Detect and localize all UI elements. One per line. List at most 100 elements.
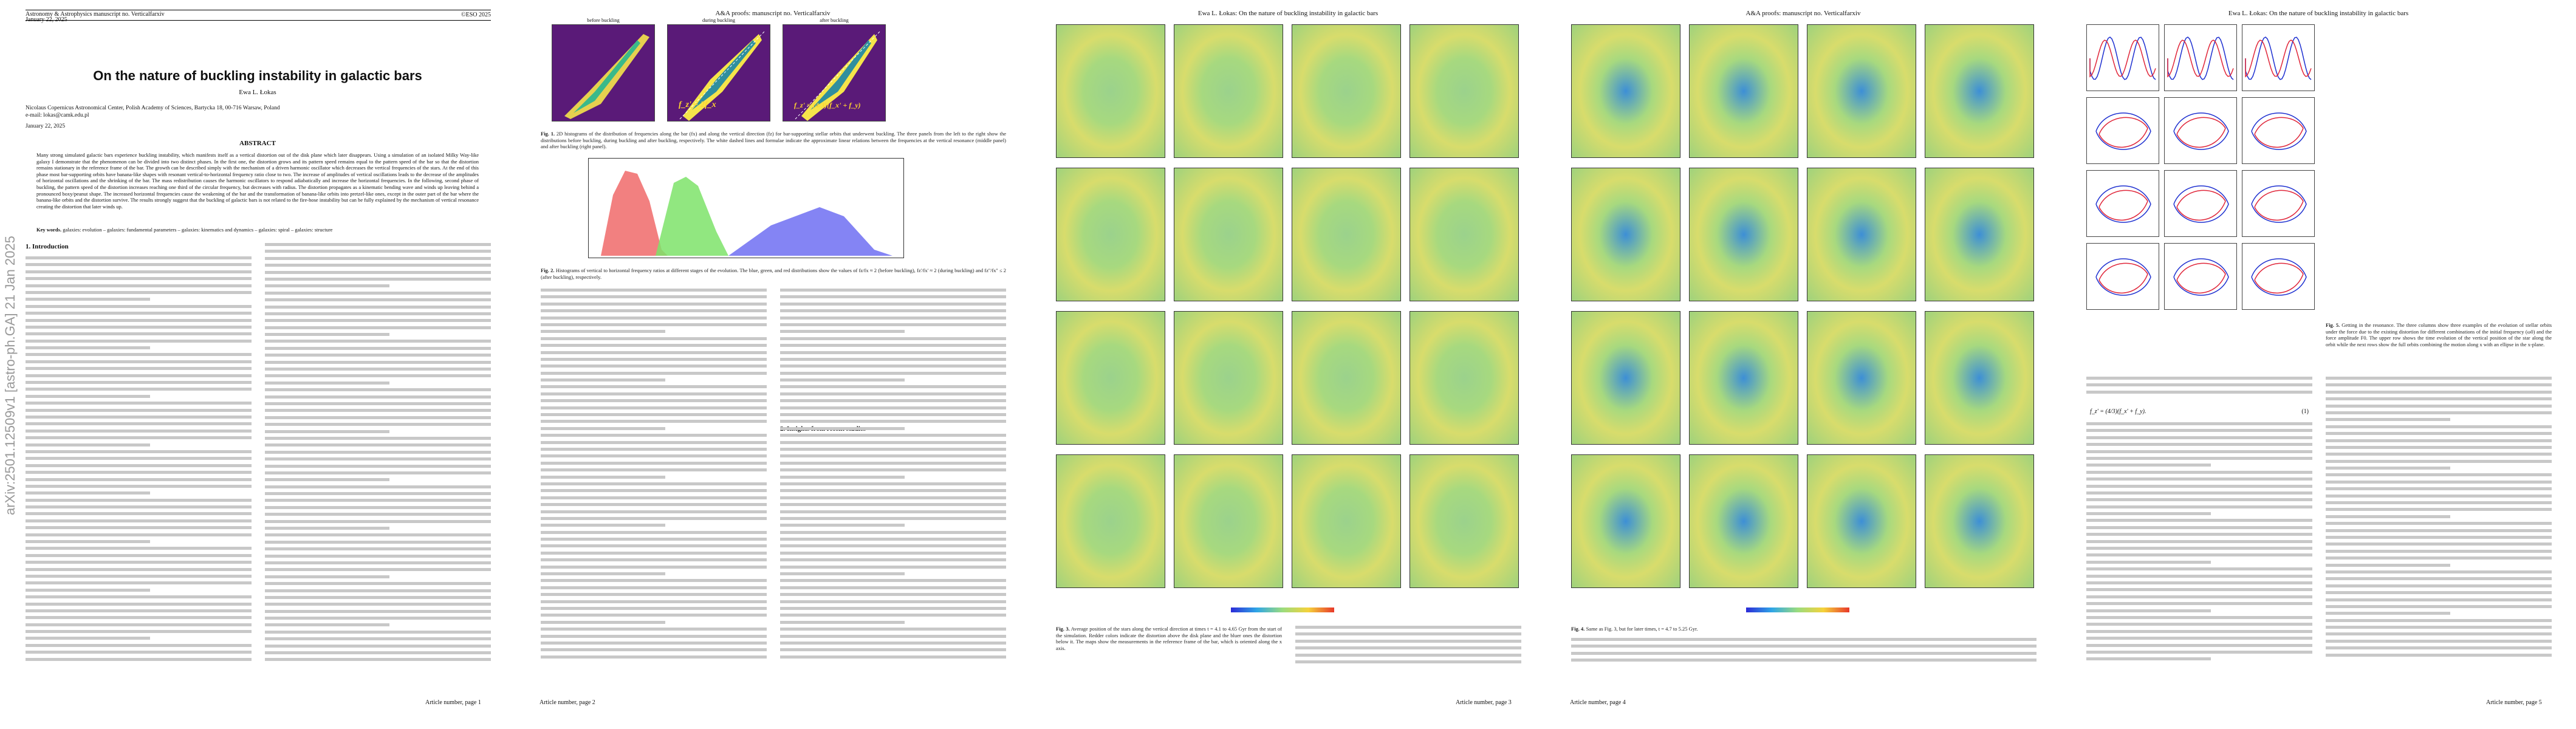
text-line <box>2086 623 2312 626</box>
text-line <box>26 609 252 612</box>
text-line <box>780 544 1006 548</box>
text-line <box>265 264 491 267</box>
text-line <box>2326 653 2552 657</box>
text-line <box>2086 629 2312 633</box>
text-line <box>265 561 491 564</box>
text-line <box>780 406 1006 409</box>
text-line <box>1571 651 2036 655</box>
text-line <box>1295 653 1521 657</box>
distortion-map <box>1925 24 2034 158</box>
equation-1: f_z' = (4/3)(f_x' + f_y). (1) <box>2090 408 2309 415</box>
after-formula: f_z' = (4/3)(f_x' + f_y) <box>794 101 861 109</box>
text-line <box>2086 581 2312 584</box>
distortion-map <box>1410 168 1519 301</box>
orbit-curve <box>2251 112 2307 150</box>
text-line <box>26 623 252 626</box>
text-line <box>26 408 252 412</box>
text-line <box>26 457 252 460</box>
text-line <box>265 582 491 586</box>
text-line <box>2326 632 2552 636</box>
text-line <box>26 498 252 502</box>
orbit-curve <box>2251 258 2307 296</box>
text-line <box>2326 604 2552 608</box>
text-line <box>26 616 252 620</box>
text-line <box>2326 425 2552 428</box>
text-line <box>780 606 1006 610</box>
text-line <box>780 641 1006 645</box>
vertical-position-plot <box>2086 24 2159 91</box>
text-line <box>2326 390 2552 394</box>
text-line <box>265 651 491 655</box>
text-line <box>26 277 252 281</box>
orbit-curve <box>2167 36 2234 80</box>
text-line <box>265 471 491 474</box>
abstract-title: ABSTRACT <box>239 140 276 147</box>
text-line <box>541 496 767 499</box>
text-line <box>780 330 905 334</box>
text-line <box>2086 436 2312 439</box>
histogram-2d <box>795 30 881 121</box>
text-line <box>265 499 491 502</box>
text-line <box>2086 553 2312 557</box>
panel-title: after buckling <box>820 17 849 23</box>
text-line <box>780 461 1006 465</box>
panel-title: before buckling <box>587 17 620 23</box>
text-line <box>780 420 1006 423</box>
text-line <box>2086 637 2312 640</box>
text-line <box>26 477 252 481</box>
orbit-plot <box>2242 243 2315 310</box>
text-line <box>541 461 767 465</box>
distortion-map <box>1925 168 2034 301</box>
text-line <box>541 579 767 583</box>
abstract-text: Many strong simulated galactic bars expe… <box>36 152 479 210</box>
orbit-curve <box>2089 36 2156 80</box>
text-line <box>541 524 665 527</box>
text-line <box>2086 574 2312 578</box>
text-line <box>541 468 767 472</box>
text-line <box>780 357 1006 361</box>
text-line <box>2326 508 2552 512</box>
text-line <box>265 409 491 412</box>
text-line <box>26 547 252 550</box>
distortion-map <box>1571 24 1680 158</box>
histogram-2d <box>679 30 766 121</box>
distortion-map <box>1292 454 1401 588</box>
distortion-map <box>1292 168 1401 301</box>
email-line: e-mail: lokas@camk.edu.pl <box>26 112 89 118</box>
text-line <box>265 547 491 551</box>
text-line <box>780 614 1006 617</box>
text-line <box>780 510 1006 513</box>
text-line <box>2326 473 2552 477</box>
text-line <box>2086 519 2312 522</box>
column-text-right <box>265 243 491 669</box>
text-line <box>26 284 252 287</box>
text-line <box>780 323 1006 326</box>
fig1-panel-before: before buckling <box>552 17 655 122</box>
text-line <box>26 318 252 322</box>
fig1-panel-during: during buckling f_z' = 2f_x <box>667 17 770 122</box>
text-line <box>265 346 491 350</box>
text-line <box>541 586 767 589</box>
text-line <box>265 340 491 343</box>
text-line <box>2326 418 2450 422</box>
text-line <box>265 388 491 392</box>
page-5: Ewa L. Łokas: On the nature of buckling … <box>2061 0 2576 729</box>
text-line <box>780 316 1006 320</box>
text-line <box>780 295 1006 299</box>
text-line <box>780 593 1006 597</box>
text-line <box>541 378 665 382</box>
text-line <box>780 392 1006 395</box>
text-line <box>2326 639 2552 643</box>
text-line <box>2086 450 2312 453</box>
text-line <box>2326 453 2552 456</box>
text-line <box>541 316 767 320</box>
text-line <box>265 485 491 488</box>
text-line <box>541 516 767 520</box>
text-line <box>541 482 767 485</box>
histogram-2d <box>564 34 649 119</box>
column-text-right <box>2326 377 2552 665</box>
text-line <box>26 450 252 453</box>
resonance-formula: f_z' = 2f_x <box>679 100 716 109</box>
text-line <box>541 634 767 638</box>
keywords-label: Key words. <box>36 227 62 233</box>
